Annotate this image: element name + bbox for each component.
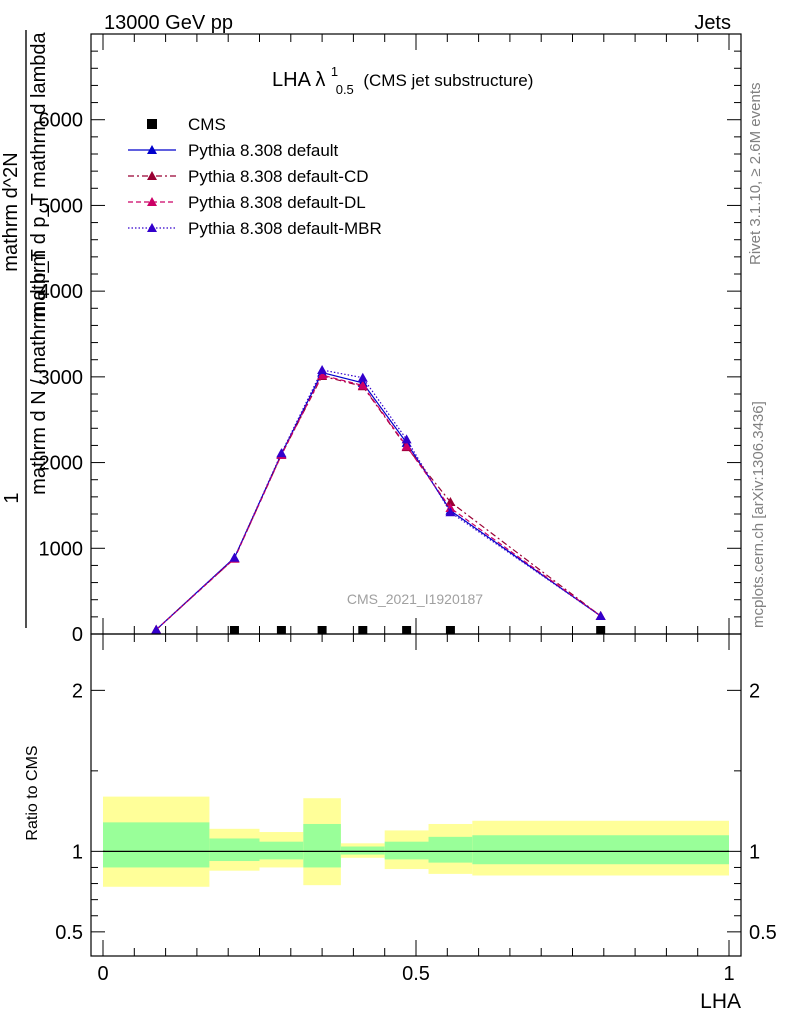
ratio-stat-uncertainty-band (209, 838, 260, 862)
main-y-tick-label: 6000 (39, 110, 84, 132)
ratio-stat-uncertainty-band (472, 835, 729, 865)
ratio-y-ticks: 0.5 0.5 1 1 2 2 (55, 680, 777, 944)
cms-data-point (402, 626, 412, 634)
legend-marker-triangle (147, 223, 157, 232)
rivet-label: Rivet 3.1.10, ≥ 2.6M events (747, 83, 764, 266)
ratio-x-tick-label: 1 (723, 963, 734, 985)
y-label-dpt-dlambda: mathrm d p_T mathrm d lambda (28, 31, 50, 317)
legend-marker-square (147, 119, 157, 129)
legend-label: Pythia 8.308 default-DL (188, 193, 366, 212)
legend-label: Pythia 8.308 default-CD (188, 167, 369, 186)
legend-label: CMS (188, 115, 226, 134)
ratio-stat-uncertainty-band (384, 841, 429, 860)
main-y-tick-label: 0 (72, 624, 83, 646)
series-line (155, 369, 602, 631)
main-y-ticks: 0 1000 2000 3000 4000 5000 6000 (39, 50, 741, 646)
ratio-stat-uncertainty-band (103, 822, 210, 868)
analysis-watermark: CMS_2021_I1920187 (347, 591, 483, 607)
energy-label: 13000 GeV pp (104, 12, 233, 34)
ratio-y-axis-label: Ratio to CMS (24, 745, 41, 840)
main-y-tick-label: 1000 (39, 538, 84, 560)
series-line (155, 374, 602, 631)
ratio-y-tick-label: 2 (72, 680, 83, 702)
ratio-bands (103, 796, 729, 887)
series-marker (445, 507, 456, 517)
main-y-tick-label: 3000 (39, 367, 84, 389)
main-y-tick-label: 5000 (39, 195, 84, 217)
ratio-stat-uncertainty-band (303, 823, 341, 868)
cms-data-point (358, 626, 368, 634)
legend-marker-triangle (147, 171, 157, 180)
y-label-d2n: mathrm d^2N (0, 152, 22, 271)
legend-marker-triangle (147, 145, 157, 154)
series-marker (401, 441, 412, 451)
series-marker (151, 624, 162, 634)
series-marker (357, 372, 368, 382)
series-marker (317, 365, 328, 374)
series-marker (229, 552, 240, 562)
legend-label: Pythia 8.308 default (188, 141, 339, 160)
plot-title-suffix: (CMS jet substructure) (363, 71, 533, 90)
ratio-stat-uncertainty-band (428, 836, 473, 863)
legend-label: Pythia 8.308 default-MBR (188, 219, 382, 238)
ratio-y-tick-label-right: 1 (749, 841, 760, 863)
series-marker (595, 611, 606, 620)
ratio-y-tick-label: 1 (72, 841, 83, 863)
y-label-denominator: mathrm d N / mathrm d p_T (28, 249, 50, 495)
cms-data-point (276, 626, 286, 634)
ratio-x-tick-label: 0 (97, 963, 108, 985)
ratio-stat-uncertainty-band (340, 846, 385, 855)
series-marker (401, 434, 412, 444)
legend-marker-triangle (147, 197, 157, 206)
ratio-y-tick-label: 0.5 (55, 922, 83, 944)
cms-data-point (596, 626, 606, 634)
ratio-stat-uncertainty-band (259, 841, 304, 860)
main-y-tick-label: 4000 (39, 281, 84, 303)
cms-data-point (445, 626, 455, 634)
legend: CMS Pythia 8.308 default Pythia 8.308 defa… (128, 115, 382, 238)
ratio-x-ticks: 0 0.5 1 (97, 634, 735, 985)
series-marker (317, 370, 328, 380)
cms-data-point (229, 626, 239, 634)
x-axis-label: LHA (700, 990, 741, 1013)
ratio-y-tick-label-right: 0.5 (749, 922, 777, 944)
ratio-y-tick-label-right: 2 (749, 680, 760, 702)
plot-title: LHA λ 1 0.5 (CMS jet substructure) (272, 59, 533, 99)
ratio-panel-frame (90, 633, 742, 957)
plot-title-sup: 1 (331, 64, 338, 79)
ratio-x-tick-label: 0.5 (402, 963, 430, 985)
main-y-axis-label: 1 mathrm d N / mathrm d p_T mathrm d^2N … (0, 30, 50, 628)
process-label: Jets (694, 12, 731, 34)
y-label-one: 1 (1, 492, 23, 503)
main-y-tick-label: 2000 (39, 453, 84, 475)
series-marker (276, 448, 287, 458)
cms-data-point (317, 626, 327, 634)
series-marker (357, 380, 368, 390)
main-plot-data (151, 365, 606, 634)
mcplots-label: mcplots.cern.ch [arXiv:1306.3436] (750, 401, 767, 628)
plot-title-main: LHA λ (272, 69, 325, 91)
plot-title-sub: 0.5 (336, 82, 354, 97)
